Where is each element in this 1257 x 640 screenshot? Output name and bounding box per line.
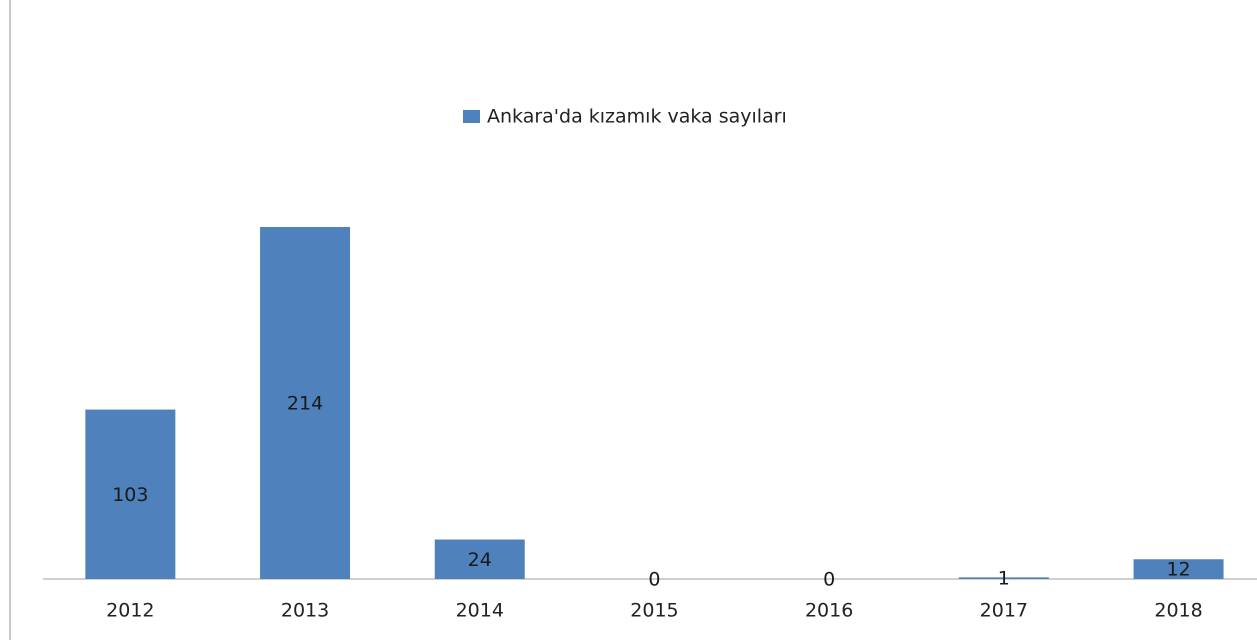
bar xyxy=(958,577,1049,579)
data-label: 12 xyxy=(1166,559,1190,581)
x-tick-label: 2014 xyxy=(456,600,504,622)
bar xyxy=(1133,559,1224,579)
data-label: 103 xyxy=(112,484,148,506)
x-tick-label: 2013 xyxy=(281,600,329,622)
data-label: 1 xyxy=(998,568,1010,590)
bar xyxy=(434,539,525,579)
data-label: 0 xyxy=(823,569,835,591)
data-label: 214 xyxy=(287,393,323,415)
data-label: 0 xyxy=(648,569,660,591)
bar xyxy=(260,227,351,579)
data-label: 24 xyxy=(468,549,492,571)
x-tick-label: 2016 xyxy=(805,600,853,622)
x-tick-label: 2018 xyxy=(1154,600,1202,622)
x-tick-label: 2012 xyxy=(106,600,154,622)
legend-swatch xyxy=(463,110,480,123)
legend-label: Ankara'da kızamık vaka sayıları xyxy=(487,106,787,128)
x-tick-label: 2017 xyxy=(980,600,1028,622)
bar xyxy=(85,409,176,579)
x-tick-label: 2015 xyxy=(630,600,678,622)
